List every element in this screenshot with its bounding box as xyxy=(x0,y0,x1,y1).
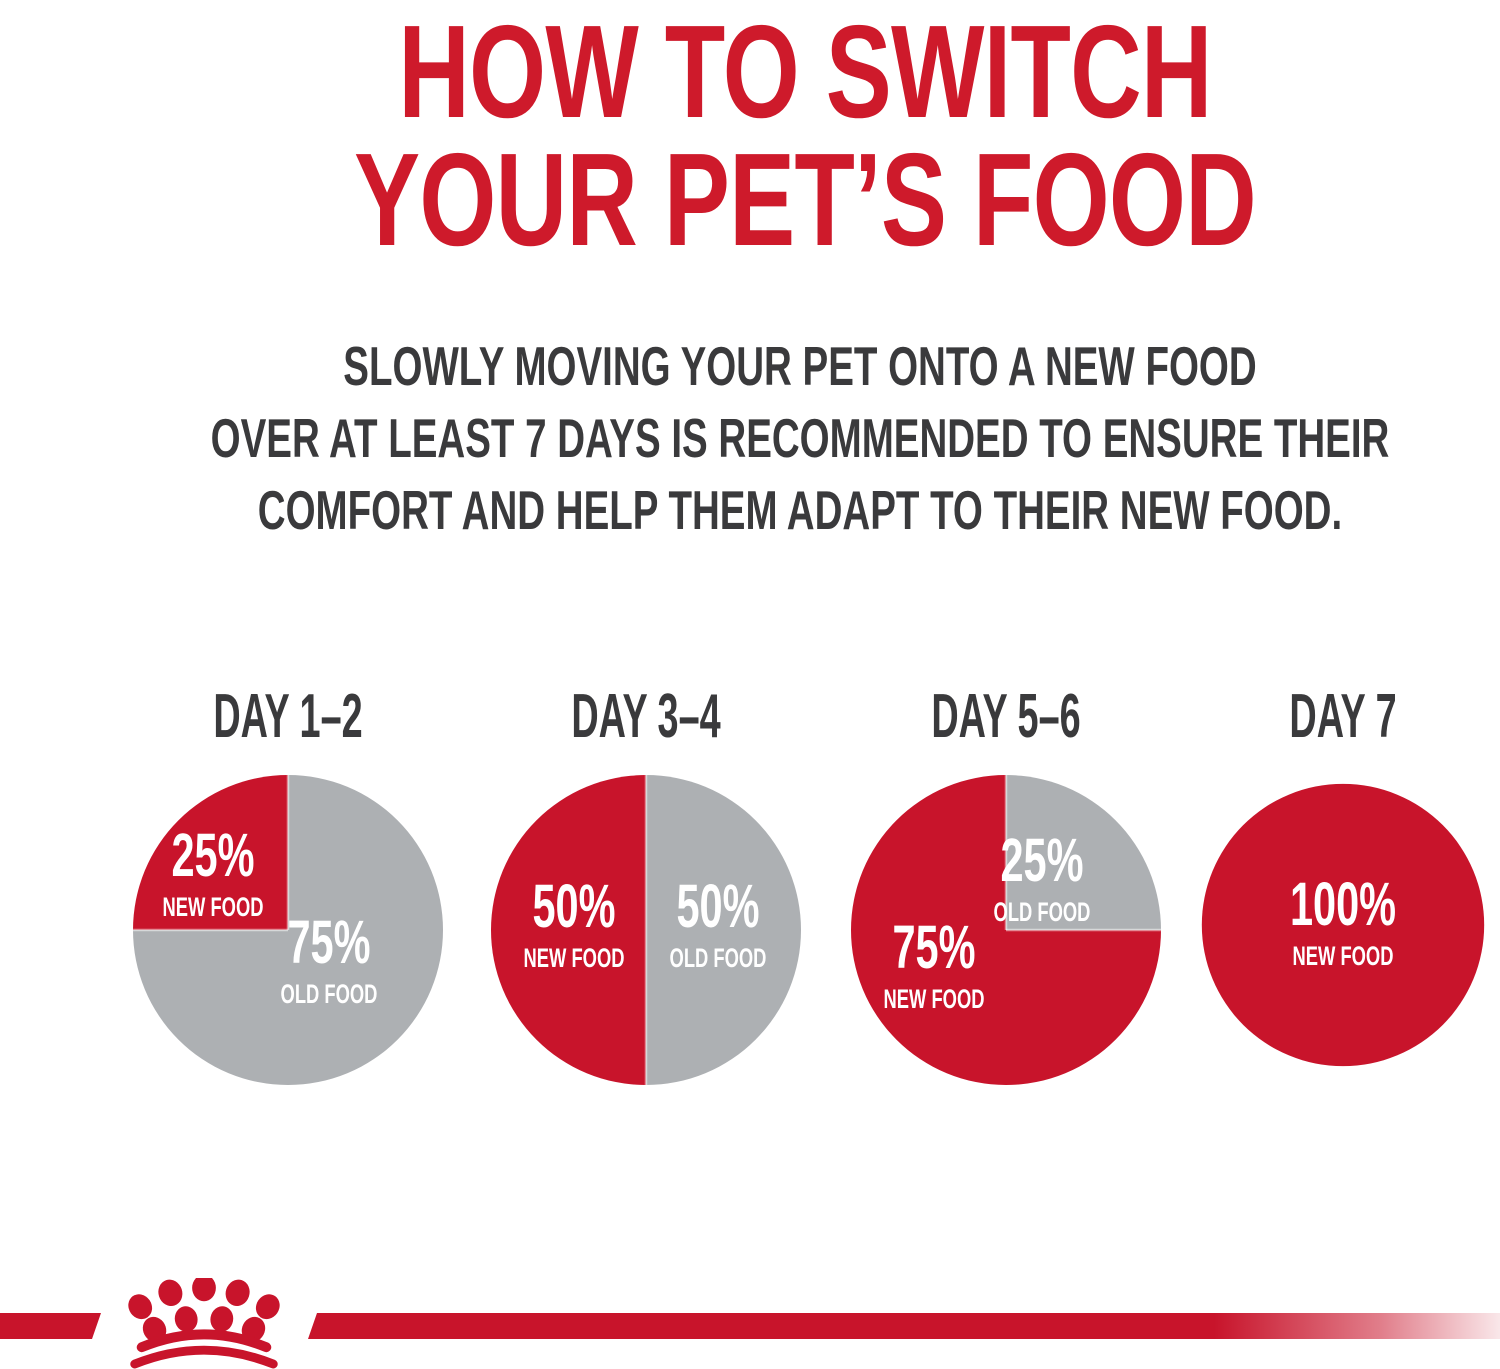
subtitle: SLOWLY MOVING YOUR PET ONTO A NEW FOOD O… xyxy=(0,330,1500,546)
pie-svg-day-5-6 xyxy=(851,775,1161,1085)
title-line-2: YOUR PET’S FOOD xyxy=(354,126,1257,273)
slice-label-new-food: 25% NEW FOOD xyxy=(162,825,263,921)
food-label: NEW FOOD xyxy=(883,983,985,1014)
slice-label-old-food: 50% OLD FOOD xyxy=(669,871,767,973)
food-label: OLD FOOD xyxy=(669,942,767,973)
pie-chart-day-1-2: 25% NEW FOOD 75% OLD FOOD xyxy=(131,773,445,1087)
food-label: NEW FOOD xyxy=(523,942,625,973)
food-label: NEW FOOD xyxy=(162,892,264,923)
percent-value: 25% xyxy=(1000,826,1084,895)
royal-canin-crown-logo xyxy=(128,1278,280,1369)
pie-chart-day-3-4: 50% NEW FOOD 50% OLD FOOD xyxy=(489,773,803,1087)
page-title: HOW TO SWITCH YOUR PET’S FOOD xyxy=(204,0,1406,273)
pie-svg-day-7 xyxy=(1201,783,1485,1067)
slice-label-old-food: 25% OLD FOOD xyxy=(994,830,1091,926)
subtitle-line-1: SLOWLY MOVING YOUR PET ONTO A NEW FOOD xyxy=(343,335,1257,397)
slice-label-new-food: 50% NEW FOOD xyxy=(523,871,625,973)
title-line-1: HOW TO SWITCH xyxy=(398,0,1212,145)
percent-value: 75% xyxy=(892,912,976,981)
food-label: NEW FOOD xyxy=(1292,941,1394,972)
percent-value: 75% xyxy=(287,907,371,976)
day-7-label: DAY 7 xyxy=(1289,682,1397,751)
ribbon-right-segment xyxy=(308,1313,1500,1339)
ribbon-left-segment xyxy=(0,1313,101,1339)
percent-value: 50% xyxy=(676,871,760,940)
pie-svg-day-3-4 xyxy=(491,775,801,1085)
percent-value: 100% xyxy=(1289,870,1397,939)
food-label: OLD FOOD xyxy=(280,978,378,1009)
slice-label-old-food: 75% OLD FOOD xyxy=(280,907,378,1009)
pie-svg-day-1-2 xyxy=(133,775,443,1085)
subtitle-line-2: OVER AT LEAST 7 DAYS IS RECOMMENDED TO E… xyxy=(210,407,1390,469)
slice-label-new-food: 75% NEW FOOD xyxy=(883,912,985,1014)
food-label: OLD FOOD xyxy=(993,897,1091,928)
subtitle-line-3: COMFORT AND HELP THEM ADAPT TO THEIR NEW… xyxy=(257,479,1343,541)
pie-chart-day-5-6: 25% OLD FOOD 75% NEW FOOD xyxy=(849,773,1163,1087)
day-5-6-label: DAY 5–6 xyxy=(931,682,1081,751)
percent-value: 25% xyxy=(171,821,255,890)
crown-arcs xyxy=(130,1329,278,1369)
day-1-2-label: DAY 1–2 xyxy=(213,682,363,751)
percent-value: 50% xyxy=(532,871,616,940)
pie-chart-day-7: 100% NEW FOOD xyxy=(1200,782,1486,1068)
day-3-4-label: DAY 3–4 xyxy=(571,682,721,751)
slice-label-new-food: 100% NEW FOOD xyxy=(1290,874,1396,970)
